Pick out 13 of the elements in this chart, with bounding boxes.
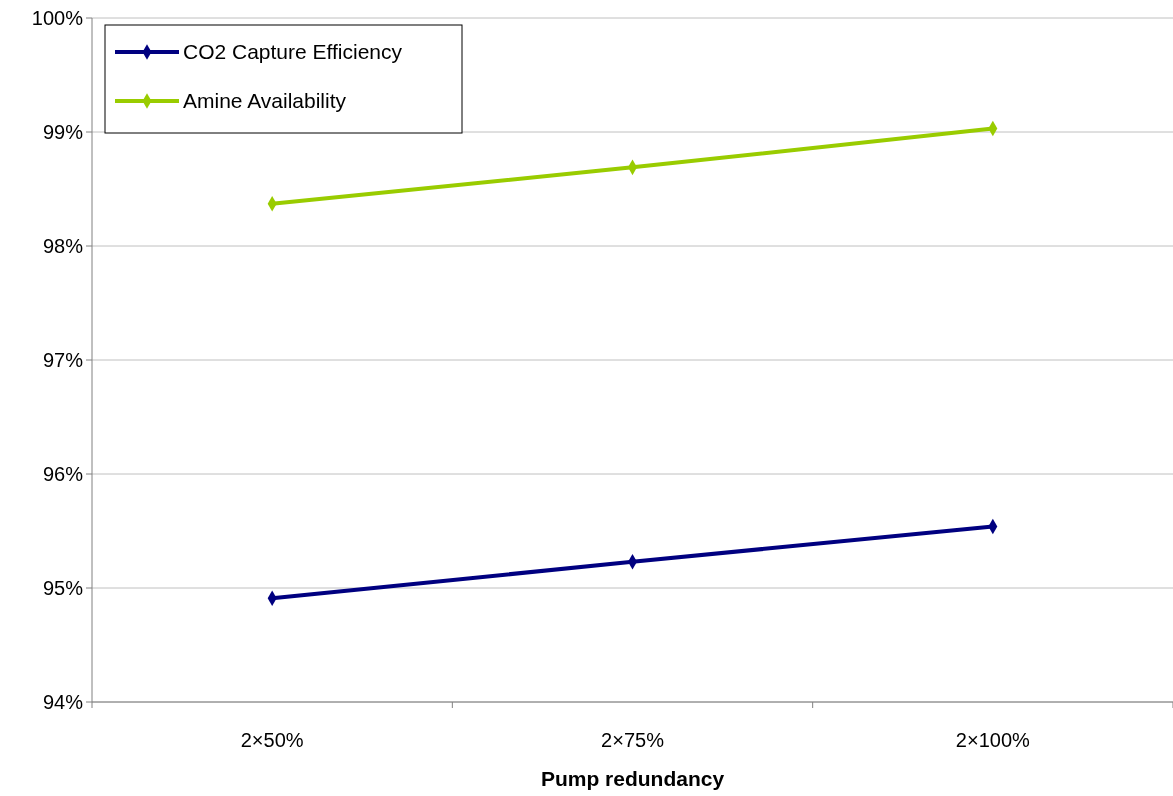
legend-label: Amine Availability: [183, 89, 347, 113]
x-tick-label: 2×50%: [240, 729, 304, 751]
x-tick-label: 2×75%: [601, 729, 665, 751]
y-tick-label: 97%: [42, 349, 84, 371]
legend-label: CO2 Capture Efficiency: [183, 40, 403, 64]
y-tick-label: 96%: [42, 463, 84, 485]
y-tick-label: 99%: [42, 121, 84, 143]
x-tick-label: 2×100%: [955, 729, 1031, 751]
y-tick-label: 98%: [42, 235, 84, 257]
y-tick-label: 95%: [42, 577, 84, 599]
y-tick-label: 94%: [42, 691, 84, 713]
y-tick-label: 100%: [31, 7, 84, 29]
x-axis-title: Pump redundancy: [540, 767, 725, 790]
